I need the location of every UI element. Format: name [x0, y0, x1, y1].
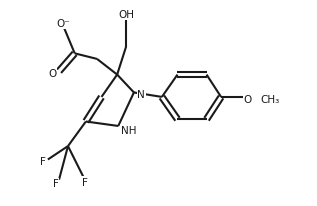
Text: O: O	[48, 69, 56, 79]
Text: CH₃: CH₃	[260, 95, 280, 105]
Text: NH: NH	[120, 125, 136, 135]
Text: F: F	[82, 177, 88, 187]
Text: F: F	[41, 156, 46, 166]
Text: OH: OH	[118, 10, 134, 20]
Text: O⁻: O⁻	[57, 19, 70, 29]
Text: F: F	[53, 179, 59, 188]
Text: O: O	[244, 95, 252, 105]
Text: N: N	[137, 90, 145, 99]
